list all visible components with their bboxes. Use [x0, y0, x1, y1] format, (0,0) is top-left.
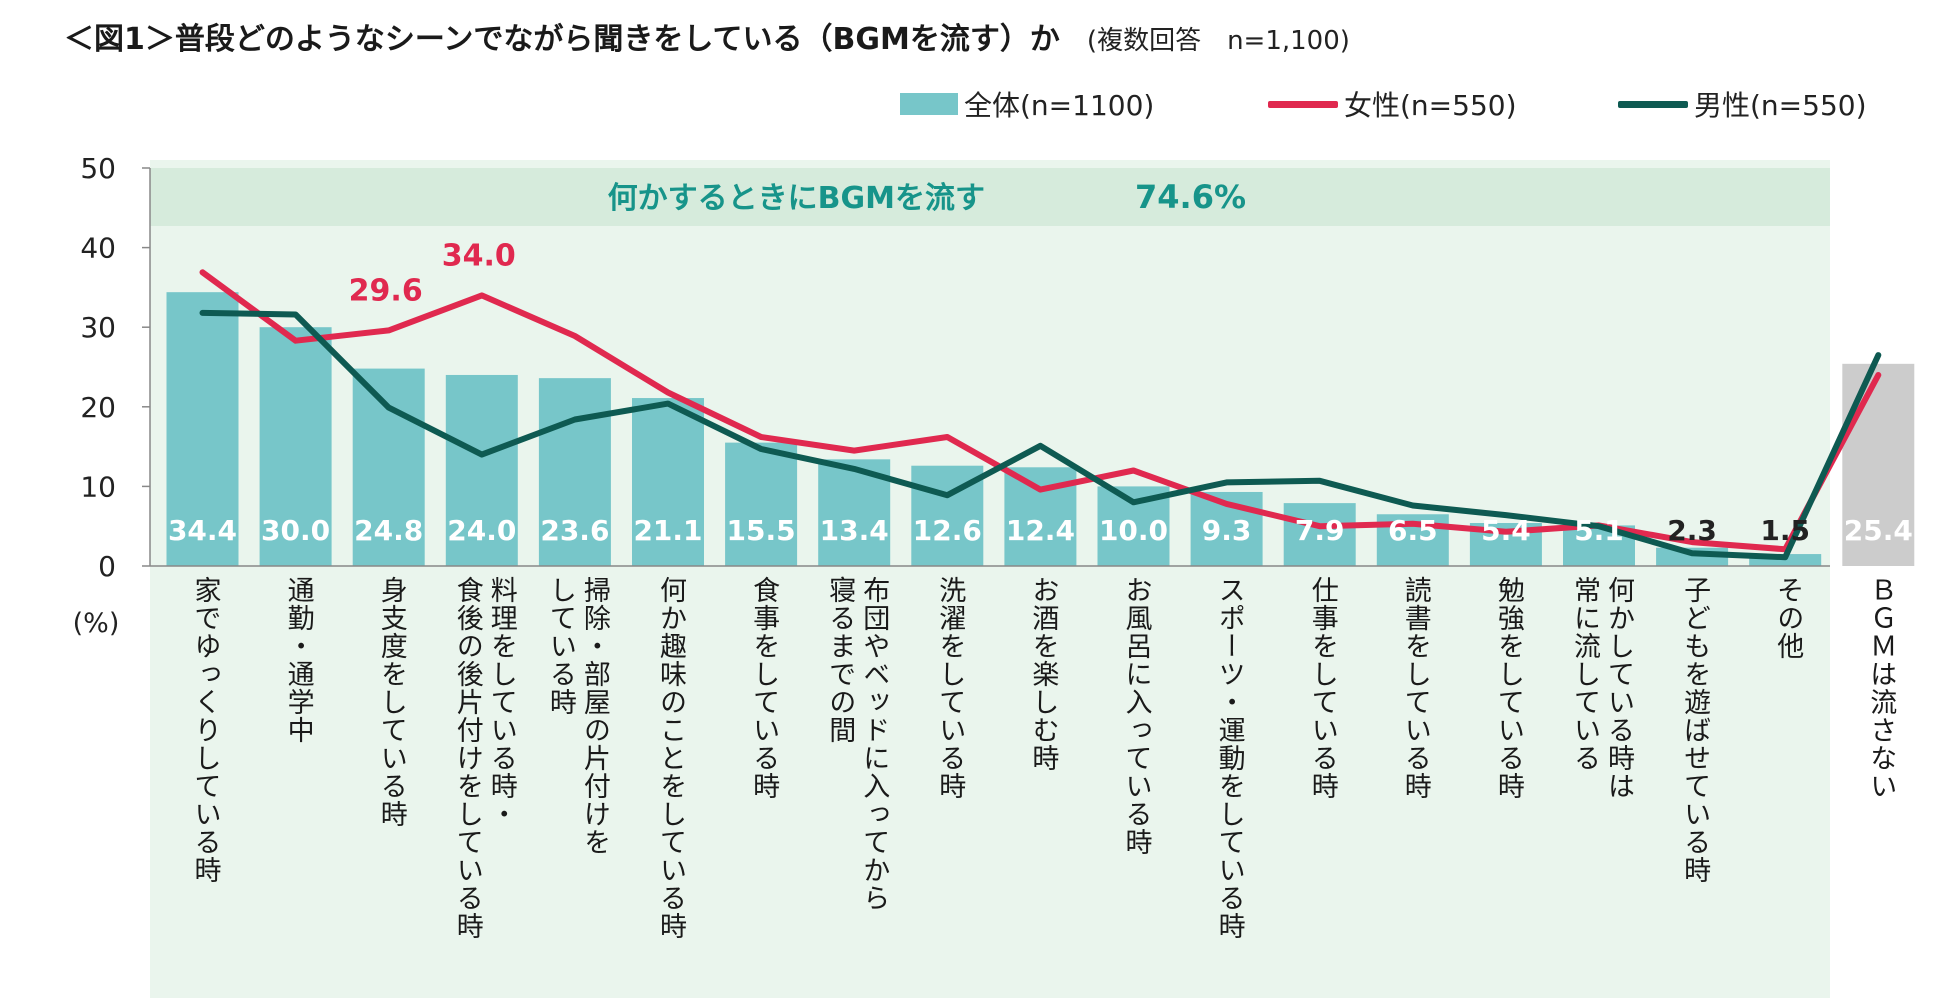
bar-value-label: 30.0: [261, 514, 330, 547]
bar: [725, 442, 798, 566]
plot-background: [150, 160, 1830, 998]
x-category-label: 家でゆっくりしている時: [189, 576, 221, 884]
x-category-label: お酒を楽しむ時: [1027, 576, 1059, 772]
y-tick-label: 0: [98, 550, 116, 583]
legend-label-total: 全体(n=1100): [964, 89, 1155, 122]
highlight-band: [150, 168, 1830, 226]
x-category-label: スポーツ・運動をしている時: [1213, 576, 1245, 940]
legend-label-female: 女性(n=550): [1344, 89, 1517, 122]
bar-value-label: 34.4: [168, 514, 237, 547]
bar-value-label: 12.4: [1006, 514, 1075, 547]
y-tick-label: 40: [80, 232, 116, 265]
bar-value-label: 25.4: [1844, 514, 1913, 547]
x-category-label: 何かしている時は 常に流している: [1569, 576, 1634, 800]
legend-item-total: 全体(n=1100): [900, 86, 1154, 122]
y-tick-label: 10: [80, 470, 116, 503]
bar: [538, 378, 611, 566]
female-value-callout: 29.6: [349, 273, 423, 308]
x-category-label: 掃除・部屋の片付けを している時: [544, 576, 610, 856]
bar: [1842, 363, 1915, 566]
x-category-label: 身支度をしている時: [375, 576, 407, 828]
bar-value-label: 1.5: [1760, 514, 1810, 547]
bar-value-label: 23.6: [540, 514, 609, 547]
highlight-band-value: 74.6%: [1135, 178, 1246, 216]
x-category-label: 洗濯をしている時: [934, 576, 966, 800]
x-category-label: 勉強をしている時: [1492, 576, 1524, 800]
bar-value-label: 5.4: [1481, 514, 1531, 547]
x-category-label: 料理をしている時・ 食後の後片付けをしている時: [451, 576, 517, 940]
bar-value-label: 21.1: [633, 514, 702, 547]
bar-value-label: 2.3: [1667, 514, 1717, 547]
y-tick-label: 20: [80, 391, 116, 424]
chart-title-main: ＜図1＞普段どのようなシーンでながら聞きをしている（BGMを流す）か: [64, 22, 1060, 57]
x-category-label: 布団やベッドに入ってから 寝るまでの間: [824, 576, 890, 912]
bar: [1283, 503, 1356, 566]
bar-value-label: 12.6: [913, 514, 982, 547]
bar: [352, 368, 425, 566]
bar-value-label: 7.9: [1295, 514, 1345, 547]
bar: [259, 327, 332, 566]
x-category-label: お風呂に入っている時: [1120, 576, 1152, 856]
x-category-label: 仕事をしている時: [1306, 576, 1338, 800]
legend-item-male: 男性(n=550): [1618, 86, 1867, 122]
x-category-label: 子どもを遊ばせている時: [1679, 576, 1711, 884]
bar: [445, 374, 518, 566]
bar-value-label: 15.5: [727, 514, 796, 547]
x-category-label: 読書をしている時: [1399, 576, 1431, 800]
x-category-label: 通勤・通学中: [282, 576, 314, 744]
line-male: [199, 309, 1882, 561]
bar-value-label: 5.1: [1574, 514, 1624, 547]
legend-swatch-total: [900, 93, 958, 115]
y-tick-label: 30: [80, 311, 116, 344]
female-value-callout: 34.0: [442, 238, 516, 273]
legend-swatch-female: [1268, 100, 1338, 108]
bar-value-label: 24.0: [447, 514, 516, 547]
x-category-label: ＢＧＭは流さない: [1865, 576, 1897, 800]
bar: [632, 398, 704, 566]
bar-value-label: 6.5: [1388, 514, 1438, 547]
chart-title: ＜図1＞普段どのようなシーンでながら聞きをしている（BGMを流す）か (複数回答…: [64, 14, 1350, 58]
x-category-label: その他: [1772, 576, 1804, 660]
legend-item-female: 女性(n=550): [1268, 86, 1517, 122]
legend-label-male: 男性(n=550): [1694, 89, 1867, 122]
bar-value-label: 24.8: [354, 514, 423, 547]
chart-title-note: (複数回答 n=1,100): [1086, 26, 1350, 56]
y-axis-unit: (%): [73, 608, 120, 639]
highlight-band-label: 何かするときにBGMを流す: [608, 181, 985, 216]
bar-value-label: 13.4: [820, 514, 889, 547]
legend-swatch-male: [1618, 100, 1688, 108]
bar-value-label: 9.3: [1202, 514, 1252, 547]
y-tick-label: 50: [80, 152, 116, 185]
x-category-label: 食事をしている時: [748, 576, 780, 800]
x-category-label: 何か趣味のことをしている時: [655, 576, 686, 940]
bar: [166, 292, 239, 566]
bar-value-label: 10.0: [1099, 514, 1168, 547]
